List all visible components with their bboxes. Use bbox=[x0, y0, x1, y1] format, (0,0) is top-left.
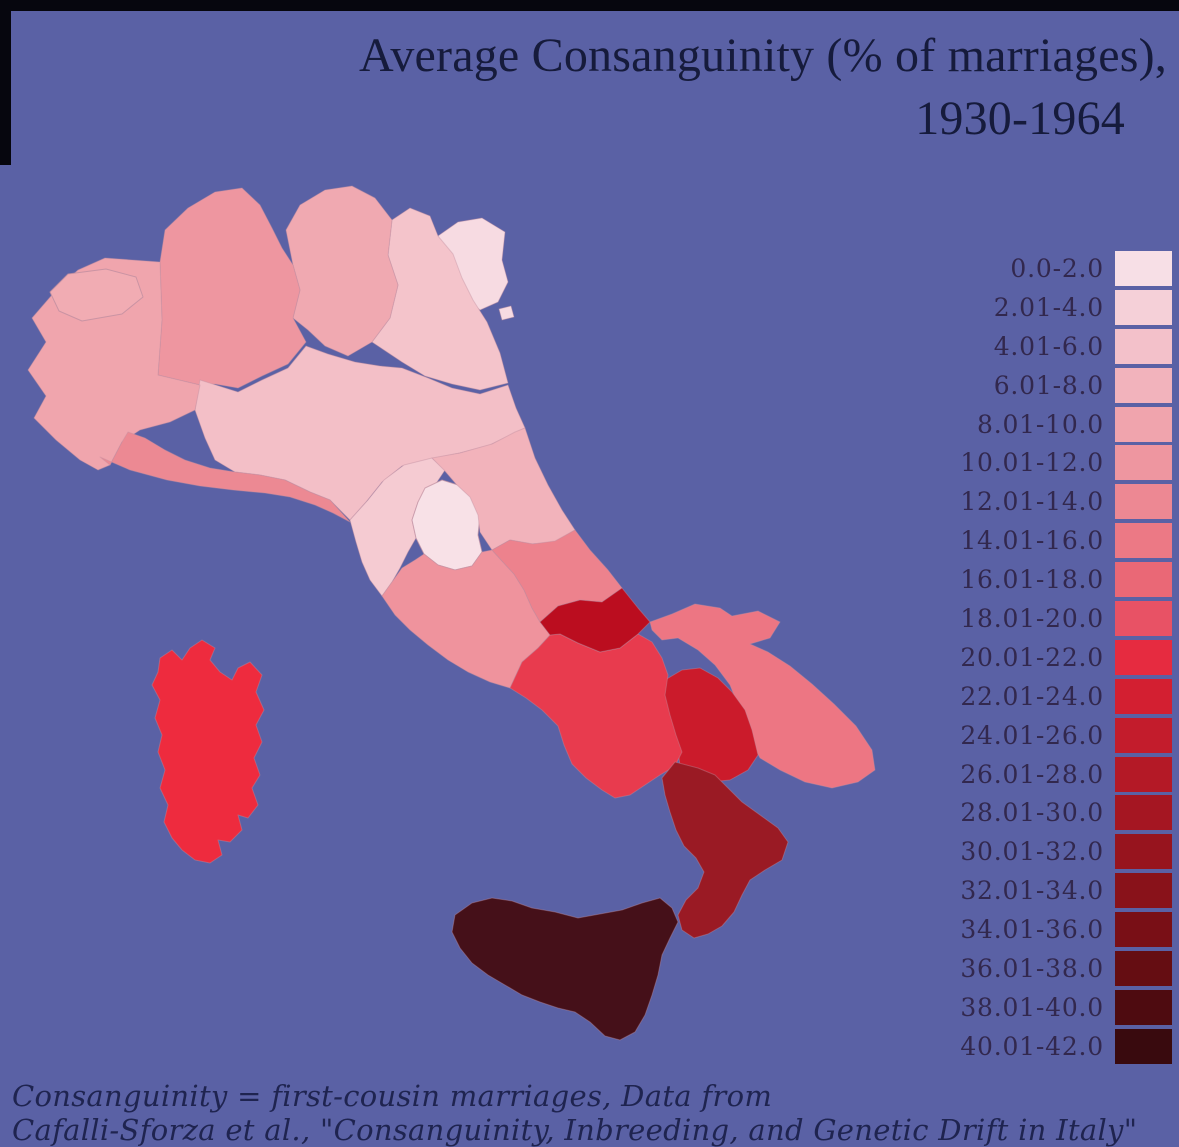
legend-row: 24.01-26.0 bbox=[960, 716, 1172, 755]
legend-swatch bbox=[1115, 989, 1172, 1025]
legend-swatch bbox=[1115, 445, 1172, 481]
region-puglia bbox=[649, 603, 876, 789]
region-sicily bbox=[451, 897, 679, 1041]
legend-swatch bbox=[1115, 406, 1172, 442]
legend-label: 30.01-32.0 bbox=[960, 837, 1104, 867]
legend-swatch bbox=[1115, 328, 1172, 364]
legend-row: 30.01-32.0 bbox=[960, 832, 1172, 871]
caption-line2: Cafalli-Sforza et al., "Consanguinity, I… bbox=[12, 1112, 1138, 1147]
legend-row: 34.01-36.0 bbox=[960, 910, 1172, 949]
legend-swatch bbox=[1115, 1028, 1172, 1064]
legend-swatch bbox=[1115, 289, 1172, 325]
legend-swatch bbox=[1115, 562, 1172, 598]
legend-row: 28.01-30.0 bbox=[960, 793, 1172, 832]
legend-swatch bbox=[1115, 912, 1172, 948]
legend-row: 12.01-14.0 bbox=[960, 482, 1172, 521]
legend-swatch bbox=[1115, 367, 1172, 403]
page-title-line1: Average Consanguinity (% of marriages), bbox=[359, 29, 1167, 82]
region-valle-d-aosta bbox=[49, 268, 144, 322]
legend-row: 38.01-40.0 bbox=[960, 988, 1172, 1027]
legend-row: 20.01-22.0 bbox=[960, 638, 1172, 677]
legend-swatch bbox=[1115, 600, 1172, 636]
legend-label: 16.01-18.0 bbox=[960, 565, 1104, 595]
source-caption: Consanguinity = first-cousin marriages, … bbox=[12, 1079, 1138, 1147]
legend-row: 40.01-42.0 bbox=[960, 1027, 1172, 1066]
legend-label: 8.01-10.0 bbox=[977, 409, 1104, 439]
legend-row: 6.01-8.0 bbox=[960, 366, 1172, 405]
region-sardinia bbox=[151, 639, 265, 864]
legend-swatch bbox=[1115, 950, 1172, 986]
page-title: Average Consanguinity (% of marriages), … bbox=[359, 24, 1167, 151]
photo-border-top bbox=[0, 0, 1179, 11]
legend-row: 22.01-24.0 bbox=[960, 677, 1172, 716]
legend-label: 12.01-14.0 bbox=[960, 487, 1104, 517]
region-lombardy bbox=[157, 187, 307, 389]
legend-swatch bbox=[1115, 484, 1172, 520]
photo-border-left bbox=[0, 0, 11, 165]
legend-row: 18.01-20.0 bbox=[960, 599, 1172, 638]
legend-row: 32.01-34.0 bbox=[960, 871, 1172, 910]
legend-row: 0.0-2.0 bbox=[960, 249, 1172, 288]
legend-swatch bbox=[1115, 250, 1172, 286]
region-molise bbox=[539, 587, 651, 653]
region-friuli-coastal-fragment bbox=[498, 305, 515, 321]
legend-label: 34.01-36.0 bbox=[960, 915, 1104, 945]
legend-label: 2.01-4.0 bbox=[993, 292, 1104, 322]
legend-row: 2.01-4.0 bbox=[960, 288, 1172, 327]
legend-row: 16.01-18.0 bbox=[960, 560, 1172, 599]
region-liguria bbox=[99, 431, 351, 523]
legend-swatch bbox=[1115, 873, 1172, 909]
legend-swatch bbox=[1115, 834, 1172, 870]
legend-label: 36.01-38.0 bbox=[960, 953, 1104, 983]
legend-swatch bbox=[1115, 717, 1172, 753]
legend: 0.0-2.0 2.01-4.0 4.01-6.0 6.01-8.0 8.01-10.0… bbox=[960, 249, 1172, 1066]
legend-row: 10.01-12.0 bbox=[960, 443, 1172, 482]
region-campania bbox=[509, 633, 683, 799]
legend-label: 32.01-34.0 bbox=[960, 876, 1104, 906]
region-trentino-alto-adige bbox=[285, 185, 399, 357]
region-abruzzo bbox=[491, 529, 623, 623]
legend-label: 22.01-24.0 bbox=[960, 681, 1104, 711]
legend-row: 4.01-6.0 bbox=[960, 327, 1172, 366]
legend-row: 14.01-16.0 bbox=[960, 521, 1172, 560]
legend-swatch bbox=[1115, 795, 1172, 831]
legend-row: 36.01-38.0 bbox=[960, 949, 1172, 988]
italy-choropleth-map bbox=[27, 185, 876, 1041]
legend-label: 40.01-42.0 bbox=[960, 1031, 1104, 1061]
legend-label: 10.01-12.0 bbox=[960, 448, 1104, 478]
legend-swatch bbox=[1115, 678, 1172, 714]
region-calabria bbox=[661, 761, 789, 939]
legend-label: 26.01-28.0 bbox=[960, 759, 1104, 789]
legend-label: 0.0-2.0 bbox=[1010, 253, 1104, 283]
legend-label: 18.01-20.0 bbox=[960, 603, 1104, 633]
legend-label: 6.01-8.0 bbox=[993, 370, 1104, 400]
legend-swatch bbox=[1115, 756, 1172, 792]
legend-row: 8.01-10.0 bbox=[960, 405, 1172, 444]
legend-label: 14.01-16.0 bbox=[960, 526, 1104, 556]
legend-swatch bbox=[1115, 639, 1172, 675]
region-marche bbox=[431, 427, 576, 551]
legend-label: 38.01-40.0 bbox=[960, 992, 1104, 1022]
legend-swatch bbox=[1115, 523, 1172, 559]
legend-row: 26.01-28.0 bbox=[960, 755, 1172, 794]
legend-label: 24.01-26.0 bbox=[960, 720, 1104, 750]
caption-line1: Consanguinity = first-cousin marriages, … bbox=[12, 1079, 773, 1113]
page-title-line2: 1930-1964 bbox=[915, 92, 1125, 146]
legend-label: 28.01-30.0 bbox=[960, 798, 1104, 828]
legend-label: 4.01-6.0 bbox=[993, 331, 1104, 361]
legend-label: 20.01-22.0 bbox=[960, 642, 1104, 672]
